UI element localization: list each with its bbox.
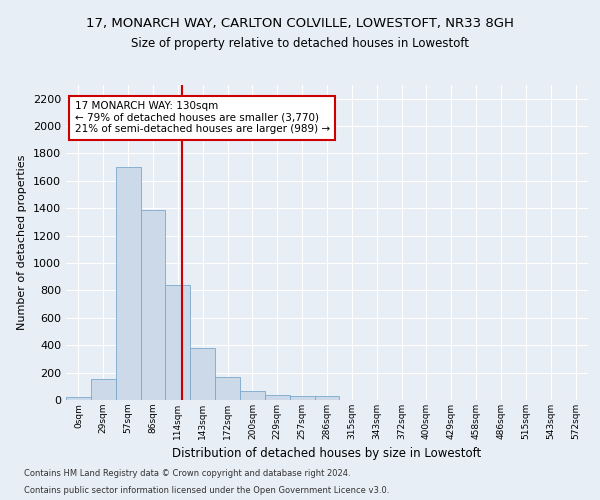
Bar [290,396,314,400]
Y-axis label: Number of detached properties: Number of detached properties [17,155,28,330]
Bar [190,348,215,400]
Bar [166,285,190,400]
Bar [265,395,290,400]
Bar [91,379,116,400]
X-axis label: Distribution of detached houses by size in Lowestoft: Distribution of detached houses by size … [172,448,482,460]
Text: Contains public sector information licensed under the Open Government Licence v3: Contains public sector information licen… [24,486,389,495]
Bar [66,398,91,400]
Bar [116,167,140,400]
Bar [140,210,166,400]
Bar [314,396,340,400]
Text: Size of property relative to detached houses in Lowestoft: Size of property relative to detached ho… [131,38,469,51]
Bar [215,378,240,400]
Text: 17 MONARCH WAY: 130sqm
← 79% of detached houses are smaller (3,770)
21% of semi-: 17 MONARCH WAY: 130sqm ← 79% of detached… [75,102,330,134]
Bar [240,391,265,400]
Text: Contains HM Land Registry data © Crown copyright and database right 2024.: Contains HM Land Registry data © Crown c… [24,468,350,477]
Text: 17, MONARCH WAY, CARLTON COLVILLE, LOWESTOFT, NR33 8GH: 17, MONARCH WAY, CARLTON COLVILLE, LOWES… [86,18,514,30]
